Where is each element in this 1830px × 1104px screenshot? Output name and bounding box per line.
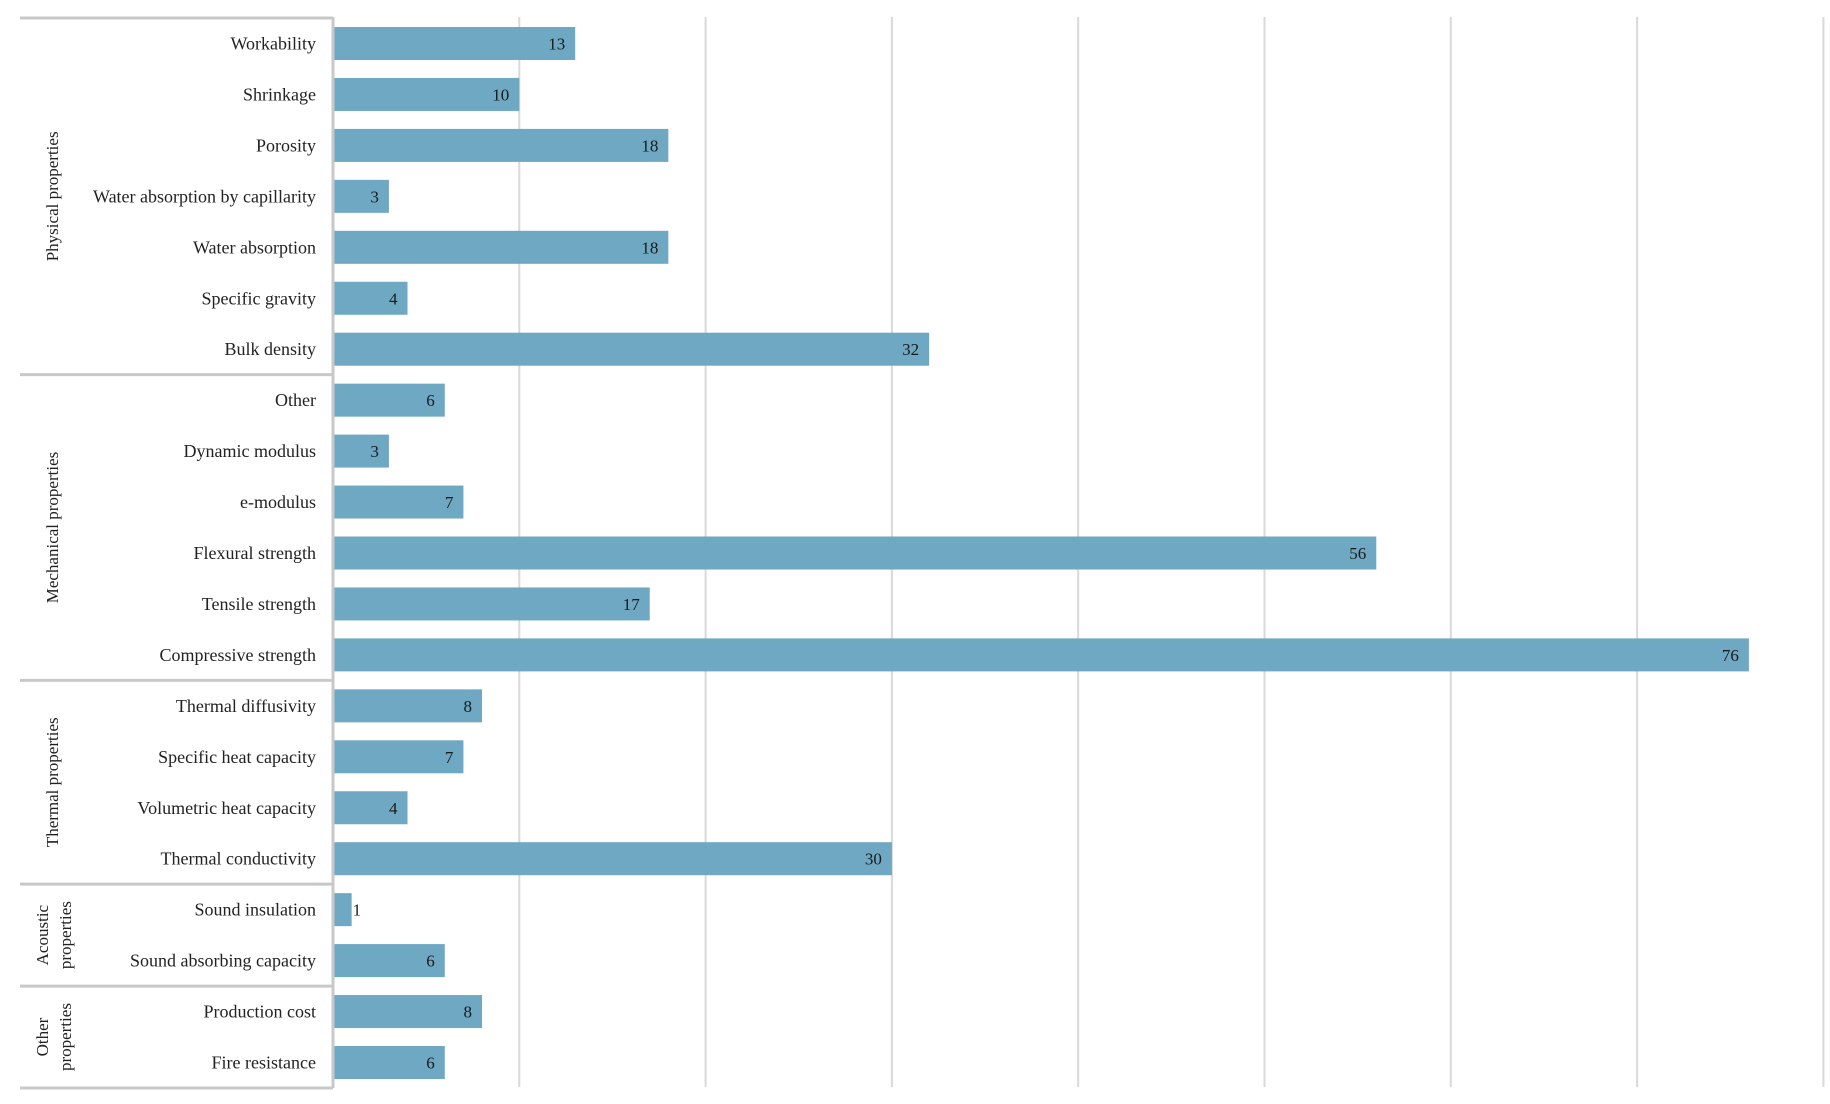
bar-sound-insulation (333, 893, 352, 927)
category-label-water-absorption-by-capillarity: Water absorption by capillarity (93, 186, 316, 206)
group-label-thermal-properties: Thermal properties (43, 717, 62, 847)
category-label-thermal-conductivity: Thermal conductivity (161, 849, 316, 869)
data-label-production-cost: 8 (464, 1003, 473, 1022)
bar-e-modulus (333, 485, 464, 519)
data-label-volumetric-heat-capacity: 4 (389, 799, 398, 818)
data-label-compressive-strength: 76 (1722, 646, 1739, 665)
category-label-specific-gravity: Specific gravity (202, 288, 316, 308)
group-label-acoustic-properties: Acoustic properties (33, 901, 75, 969)
group-label-physical-properties: Physical properties (43, 131, 62, 261)
bar-dynamic-modulus (333, 434, 389, 468)
category-label-water-absorption: Water absorption (193, 237, 316, 257)
data-label-porosity: 18 (641, 136, 658, 155)
data-label-e-modulus: 7 (445, 493, 454, 512)
bar-production-cost (333, 995, 483, 1029)
data-label-flexural-strength: 56 (1349, 544, 1366, 563)
category-label-volumetric-heat-capacity: Volumetric heat capacity (137, 798, 316, 818)
category-label-e-modulus: e-modulus (240, 492, 316, 512)
data-label-specific-gravity: 4 (389, 289, 398, 308)
category-label-sound-insulation: Sound insulation (194, 900, 316, 920)
bar-shrinkage (333, 77, 520, 111)
bar-specific-gravity (333, 281, 408, 315)
data-label-thermal-diffusivity: 8 (464, 697, 473, 716)
data-label-tensile-strength: 17 (623, 595, 641, 614)
bar-water-absorption-by-capillarity (333, 179, 389, 213)
group-label-line-1: Other (33, 1017, 52, 1056)
bar-tensile-strength (333, 587, 650, 621)
category-label-other: Other (275, 390, 316, 410)
category-label-tensile-strength: Tensile strength (202, 594, 316, 614)
category-label-fire-resistance: Fire resistance (212, 1053, 316, 1073)
data-label-specific-heat-capacity: 7 (445, 748, 454, 767)
bar-flexural-strength (333, 536, 1377, 570)
data-label-water-absorption: 18 (641, 238, 658, 257)
bar-volumetric-heat-capacity (333, 791, 408, 825)
bar-workability (333, 27, 576, 60)
data-label-sound-insulation: 1 (353, 901, 362, 920)
bar-other (333, 383, 445, 417)
data-label-water-absorption-by-capillarity: 3 (370, 187, 379, 206)
category-label-dynamic-modulus: Dynamic modulus (184, 441, 317, 461)
category-label-compressive-strength: Compressive strength (160, 645, 316, 665)
category-label-production-cost: Production cost (204, 1002, 317, 1022)
data-label-fire-resistance: 6 (426, 1054, 435, 1073)
category-label-thermal-diffusivity: Thermal diffusivity (176, 696, 316, 716)
data-label-workability: 13 (548, 35, 565, 54)
category-label-specific-heat-capacity: Specific heat capacity (158, 747, 316, 767)
group-label-other-properties: Other properties (33, 1003, 75, 1071)
category-label-bulk-density: Bulk density (224, 339, 316, 359)
bar-compressive-strength (333, 638, 1749, 672)
bars (333, 27, 1749, 1079)
data-label-sound-absorbing-capacity: 6 (426, 952, 435, 971)
category-label-shrinkage: Shrinkage (243, 84, 316, 104)
category-label-sound-absorbing-capacity: Sound absorbing capacity (130, 951, 316, 971)
group-label-line-2: properties (56, 1003, 75, 1071)
group-label-line-2: properties (56, 901, 75, 969)
bar-thermal-conductivity (333, 842, 892, 876)
bar-sound-absorbing-capacity (333, 944, 445, 978)
category-label-workability: Workability (230, 34, 316, 54)
group-label-mechanical-properties: Mechanical properties (43, 452, 62, 604)
data-label-other: 6 (426, 391, 435, 410)
bar-specific-heat-capacity (333, 740, 464, 774)
data-label-dynamic-modulus: 3 (370, 442, 379, 461)
bar-fire-resistance (333, 1046, 445, 1079)
group-label-line-1: Acoustic (33, 904, 52, 965)
data-label-thermal-conductivity: 30 (865, 850, 882, 869)
data-label-bulk-density: 32 (902, 340, 919, 359)
data-label-shrinkage: 10 (492, 85, 509, 104)
category-axis (20, 16, 335, 1090)
bar-bulk-density (333, 332, 930, 366)
category-label-porosity: Porosity (256, 135, 316, 155)
category-label-flexural-strength: Flexural strength (194, 543, 316, 563)
bar-porosity (333, 128, 669, 162)
bar-thermal-diffusivity (333, 689, 483, 723)
bar-water-absorption (333, 230, 669, 264)
